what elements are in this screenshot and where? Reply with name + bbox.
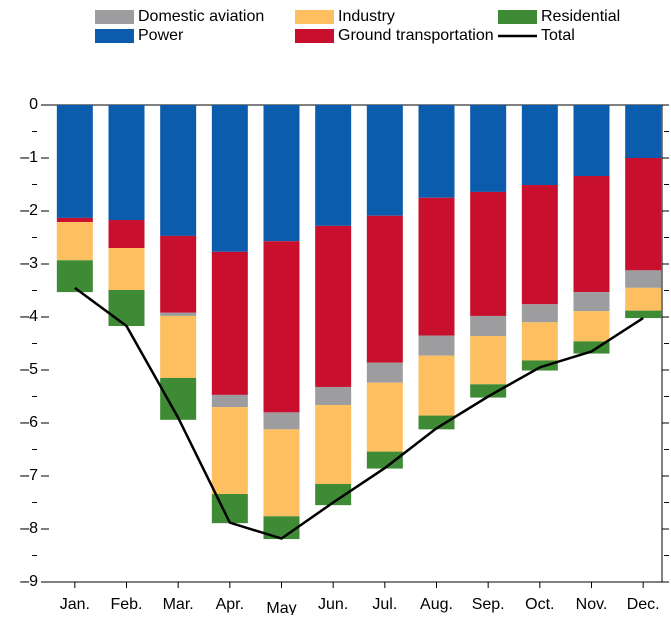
y-tick-label: –5 (20, 361, 38, 378)
bar (56, 222, 93, 261)
bar (366, 215, 403, 363)
bar (625, 270, 662, 288)
x-tick-label: Apr. (216, 596, 244, 613)
legend-label: Power (138, 27, 184, 44)
bar (573, 311, 610, 342)
legend-label: Residential (541, 8, 620, 25)
bar (211, 105, 248, 252)
bar (108, 105, 145, 221)
bar (470, 105, 507, 192)
x-tick-label: Aug. (420, 596, 453, 613)
bar (521, 105, 558, 186)
bar (573, 176, 610, 293)
y-tick-label: –9 (20, 573, 38, 590)
y-tick-label: –7 (20, 467, 38, 484)
y-tick-label: –2 (20, 202, 38, 219)
bar (56, 105, 93, 218)
bar (418, 105, 455, 198)
x-tick-label: Feb. (110, 596, 142, 613)
x-tick-label: Dec. (627, 596, 660, 613)
x-tick-label: Oct. (525, 596, 554, 613)
legend-swatch (295, 10, 334, 24)
bar (625, 287, 662, 311)
x-tick-label: Sep. (472, 596, 505, 613)
bar (108, 220, 145, 249)
bar (160, 235, 197, 313)
x-tick-label: Jul. (372, 596, 397, 613)
y-tick-label: –1 (20, 149, 38, 166)
legend-swatch (498, 10, 537, 24)
bar (315, 105, 352, 226)
y-tick-label: –3 (20, 255, 38, 272)
legend-label: Ground transportation (338, 27, 494, 44)
bar (315, 225, 352, 387)
bar (211, 251, 248, 395)
bar (470, 336, 507, 385)
bar (418, 197, 455, 336)
bar (521, 304, 558, 323)
bar (366, 362, 403, 383)
bar (160, 315, 197, 378)
bar (315, 386, 352, 405)
bar (625, 158, 662, 271)
bar (108, 289, 145, 327)
bar (366, 382, 403, 452)
bar (418, 415, 455, 430)
legend-label: Domestic aviation (138, 8, 264, 25)
y-tick-label: –6 (20, 414, 38, 431)
bar (160, 377, 197, 420)
bar (521, 360, 558, 371)
bar (573, 105, 610, 177)
bar (160, 105, 197, 236)
bar (56, 260, 93, 293)
bar (211, 394, 248, 408)
bar (315, 404, 352, 484)
bar (263, 412, 300, 430)
bar (263, 429, 300, 517)
bar (160, 312, 197, 316)
bar (625, 310, 662, 319)
x-tick-label: Mar. (163, 596, 194, 613)
bar (470, 384, 507, 398)
bar (418, 335, 455, 356)
bar (625, 105, 662, 158)
bar (418, 355, 455, 416)
y-tick-label: 0 (29, 96, 38, 113)
bar (470, 191, 507, 316)
legend-swatch (95, 29, 134, 43)
bar (521, 185, 558, 305)
bar (521, 322, 558, 361)
bar (263, 105, 300, 242)
x-tick-label: Jun. (318, 596, 348, 613)
y-tick-label: –4 (20, 308, 38, 325)
legend-swatch (95, 10, 134, 24)
total-line (74, 286, 644, 540)
bar (366, 451, 403, 469)
bar (470, 315, 507, 337)
x-tick-label: Nov. (576, 596, 608, 613)
legend-swatch (295, 29, 334, 43)
bar (573, 292, 610, 312)
x-tick-label: May (266, 600, 296, 615)
x-tick-label: Jan. (60, 596, 90, 613)
bar (56, 217, 93, 223)
bar (366, 105, 403, 216)
y-tick-label: –8 (20, 520, 38, 537)
bar (108, 248, 145, 290)
bar (211, 407, 248, 495)
legend-label: Industry (338, 8, 395, 25)
bar (263, 241, 300, 413)
bar (315, 483, 352, 506)
legend-label: Total (541, 27, 575, 44)
